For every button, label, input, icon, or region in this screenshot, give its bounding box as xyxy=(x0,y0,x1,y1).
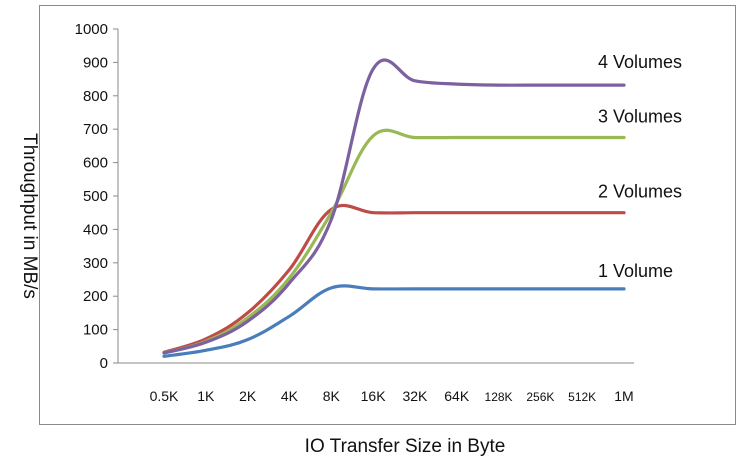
x-tick-label: 4K xyxy=(281,388,299,404)
x-tick-label: 1M xyxy=(614,388,633,404)
x-tick-label: 32K xyxy=(402,388,428,404)
series-label-4-volumes: 4 Volumes xyxy=(598,52,682,72)
x-tick-label: 16K xyxy=(361,388,387,404)
x-tick-label: 64K xyxy=(444,388,470,404)
series-label-2-volumes: 2 Volumes xyxy=(598,182,682,202)
y-tick-label: 600 xyxy=(83,155,108,172)
x-tick-label: 128K xyxy=(485,390,513,404)
series-labels: 1 Volume 2 Volumes 3 Volumes 4 Volumes xyxy=(598,52,682,281)
y-tick-label: 100 xyxy=(83,322,108,339)
line-chart: 0 100 200 300 400 500 600 700 800 900 1000 0.5K 1K 2… xyxy=(19,21,682,457)
series-label-3-volumes: 3 Volumes xyxy=(598,107,682,127)
x-tick-label: 256K xyxy=(526,390,554,404)
x-tick-label: 2K xyxy=(239,388,257,404)
chart-area: 0 100 200 300 400 500 600 700 800 900 1000 0.5K 1K 2… xyxy=(19,5,736,457)
x-axis-title: IO Transfer Size in Byte xyxy=(305,436,506,457)
y-axis: 0 100 200 300 400 500 600 700 800 900 1000 xyxy=(75,21,119,372)
y-tick-label: 700 xyxy=(83,121,108,138)
x-tick-label: 1K xyxy=(197,388,215,404)
series-line-3-volumes xyxy=(162,128,626,355)
y-tick-label: 500 xyxy=(83,188,108,205)
x-tick-label: 8K xyxy=(323,388,341,404)
series-label-1-volume: 1 Volume xyxy=(598,261,673,281)
series-line-2-volumes xyxy=(162,203,626,354)
y-axis-title: Throughput in MB/s xyxy=(19,133,40,299)
y-tick-label: 0 xyxy=(100,355,108,372)
series-line-4-volumes xyxy=(162,58,626,355)
y-tick-label: 900 xyxy=(83,54,108,71)
x-tick-label: 0.5K xyxy=(150,388,179,404)
y-tick-label: 1000 xyxy=(75,21,108,38)
y-tick-label: 800 xyxy=(83,88,108,105)
y-tick-label: 200 xyxy=(83,288,108,305)
y-tick-label: 300 xyxy=(83,255,108,272)
y-tick-label: 400 xyxy=(83,221,108,238)
x-tick-label: 512K xyxy=(568,390,596,404)
series-lines xyxy=(162,58,626,358)
series-line-1-volume xyxy=(162,284,626,358)
x-axis: 0.5K 1K 2K 4K 8K 16K 32K 64K 128K 256K 512K 1M xyxy=(118,362,634,404)
